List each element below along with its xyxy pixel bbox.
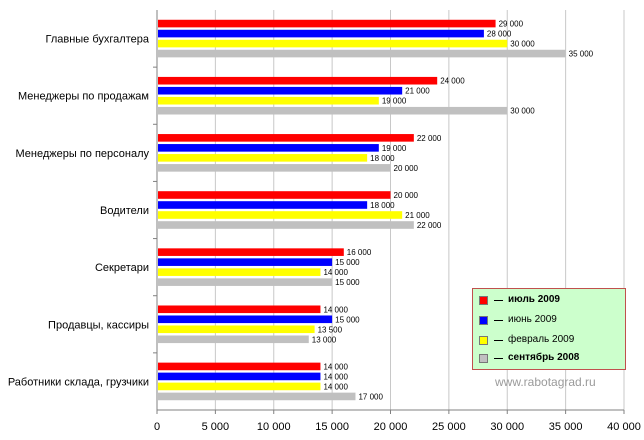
bar-июль-2009-1 bbox=[158, 76, 438, 85]
data-label-июль-2009-6: 14 000 bbox=[323, 362, 348, 371]
bar-июль-2009-3 bbox=[158, 191, 391, 199]
category-labels: Главные бухгалтера Менеджеры по продажам М… bbox=[8, 34, 150, 389]
bar-сентябрь-2008-0 bbox=[158, 49, 566, 58]
data-label-февраль-2009-6: 14 000 bbox=[323, 382, 348, 391]
legend-dash bbox=[494, 339, 503, 341]
data-label-июнь-2009-3: 18 000 bbox=[370, 201, 395, 210]
data-label-июнь-2009-5: 15 000 bbox=[335, 315, 360, 324]
data-label-июнь-2009-6: 14 000 bbox=[323, 372, 348, 381]
bar-июнь-2009-5 bbox=[158, 315, 333, 324]
data-label-февраль-2009-5: 13 500 bbox=[318, 325, 343, 334]
x-tick-label: 5 000 bbox=[202, 421, 230, 433]
category-label-5: Продавцы, кассиры bbox=[48, 319, 149, 331]
x-axis: 0 5 000 10 000 15 000 20 000 25 000 30 000 35 0… bbox=[153, 10, 641, 433]
bar-июнь-2009-0 bbox=[158, 29, 484, 38]
legend: июль 2009 июнь 2009 февраль 2009 сентябрь 2… bbox=[472, 288, 626, 370]
bar-июль-2009-0 bbox=[158, 19, 496, 28]
data-label-сентябрь-2008-6: 17 000 bbox=[358, 392, 383, 401]
bar-февраль-2009-5 bbox=[158, 325, 315, 334]
data-label-сентябрь-2008-0: 35 000 bbox=[569, 50, 594, 59]
bar-июль-2009-6 bbox=[158, 362, 321, 371]
data-label-июль-2009-2: 22 000 bbox=[417, 134, 442, 143]
bar-июнь-2009-3 bbox=[158, 201, 368, 209]
bars bbox=[158, 19, 566, 401]
bar-февраль-2009-3 bbox=[158, 211, 403, 219]
legend-label: февраль 2009 bbox=[508, 334, 575, 345]
legend-label: сентябрь 2008 bbox=[508, 352, 580, 363]
data-label-сентябрь-2008-5: 13 000 bbox=[312, 335, 337, 344]
data-label-июнь-2009-2: 19 000 bbox=[382, 144, 407, 153]
data-label-сентябрь-2008-3: 22 000 bbox=[417, 221, 442, 230]
bar-февраль-2009-6 bbox=[158, 382, 321, 391]
bar-июнь-2009-4 bbox=[158, 258, 333, 266]
data-label-февраль-2009-4: 14 000 bbox=[323, 268, 348, 277]
data-label-июль-2009-4: 16 000 bbox=[347, 248, 372, 257]
bar-сентябрь-2008-2 bbox=[158, 164, 391, 172]
category-label-1: Менеджеры по продажам bbox=[18, 91, 149, 103]
x-tick-label: 25 000 bbox=[432, 421, 466, 433]
x-tick-label: 10 000 bbox=[257, 421, 291, 433]
data-label-февраль-2009-1: 19 000 bbox=[382, 97, 407, 106]
data-label-февраль-2009-0: 30 000 bbox=[510, 40, 535, 49]
data-label-февраль-2009-3: 21 000 bbox=[405, 211, 430, 220]
bar-февраль-2009-2 bbox=[158, 154, 368, 162]
data-label-июль-2009-5: 14 000 bbox=[323, 305, 348, 314]
legend-swatch bbox=[479, 353, 488, 363]
bar-февраль-2009-4 bbox=[158, 268, 321, 276]
category-label-4: Секретари bbox=[95, 262, 149, 274]
legend-item-февраль-2009: февраль 2009 bbox=[479, 333, 574, 347]
bar-сентябрь-2008-4 bbox=[158, 278, 333, 286]
data-label-июнь-2009-4: 15 000 bbox=[335, 258, 360, 267]
category-label-6: Работники склада, грузчики bbox=[8, 376, 149, 388]
x-tick-label: 20 000 bbox=[374, 421, 408, 433]
data-label-июнь-2009-1: 21 000 bbox=[405, 87, 430, 96]
x-tick-label: 0 bbox=[154, 421, 160, 433]
x-tick-label: 30 000 bbox=[490, 421, 524, 433]
data-label-июль-2009-1: 24 000 bbox=[440, 77, 465, 86]
data-label-июль-2009-3: 20 000 bbox=[394, 191, 419, 200]
legend-dash bbox=[494, 319, 503, 321]
bar-февраль-2009-0 bbox=[158, 39, 508, 48]
legend-swatch bbox=[479, 315, 488, 325]
legend-item-июнь-2009: июнь 2009 bbox=[479, 313, 557, 327]
bar-июнь-2009-6 bbox=[158, 372, 321, 381]
bar-сентябрь-2008-3 bbox=[158, 221, 414, 229]
bar-июль-2009-4 bbox=[158, 248, 344, 256]
bar-июль-2009-2 bbox=[158, 134, 414, 142]
bar-февраль-2009-1 bbox=[158, 96, 379, 105]
watermark: www.rabotagrad.ru bbox=[494, 375, 596, 389]
legend-dash bbox=[494, 299, 503, 301]
bar-июль-2009-5 bbox=[158, 305, 321, 314]
bar-сентябрь-2008-6 bbox=[158, 392, 356, 401]
legend-swatch bbox=[479, 295, 488, 305]
legend-dash bbox=[494, 357, 503, 359]
data-label-февраль-2009-2: 18 000 bbox=[370, 154, 395, 163]
legend-label: июнь 2009 bbox=[508, 314, 557, 325]
data-label-сентябрь-2008-2: 20 000 bbox=[394, 164, 419, 173]
x-tick-label: 35 000 bbox=[549, 421, 583, 433]
legend-item-сентябрь-2008: сентябрь 2008 bbox=[479, 351, 579, 365]
legend-swatch bbox=[479, 335, 488, 345]
category-label-2: Менеджеры по персоналу bbox=[15, 148, 149, 160]
bar-сентябрь-2008-5 bbox=[158, 335, 309, 344]
x-tick-label: 40 000 bbox=[607, 421, 641, 433]
data-label-июль-2009-0: 29 000 bbox=[499, 20, 524, 29]
data-label-сентябрь-2008-4: 15 000 bbox=[335, 278, 360, 287]
category-label-0: Главные бухгалтера bbox=[45, 34, 149, 46]
bar-июнь-2009-1 bbox=[158, 86, 403, 95]
legend-label: июль 2009 bbox=[508, 294, 560, 305]
bar-сентябрь-2008-1 bbox=[158, 106, 508, 115]
bar-июнь-2009-2 bbox=[158, 144, 379, 152]
x-tick-label: 15 000 bbox=[315, 421, 349, 433]
legend-item-июль-2009: июль 2009 bbox=[479, 293, 560, 307]
data-label-июнь-2009-0: 28 000 bbox=[487, 30, 512, 39]
category-label-3: Водители bbox=[100, 205, 149, 217]
data-label-сентябрь-2008-1: 30 000 bbox=[510, 107, 535, 116]
